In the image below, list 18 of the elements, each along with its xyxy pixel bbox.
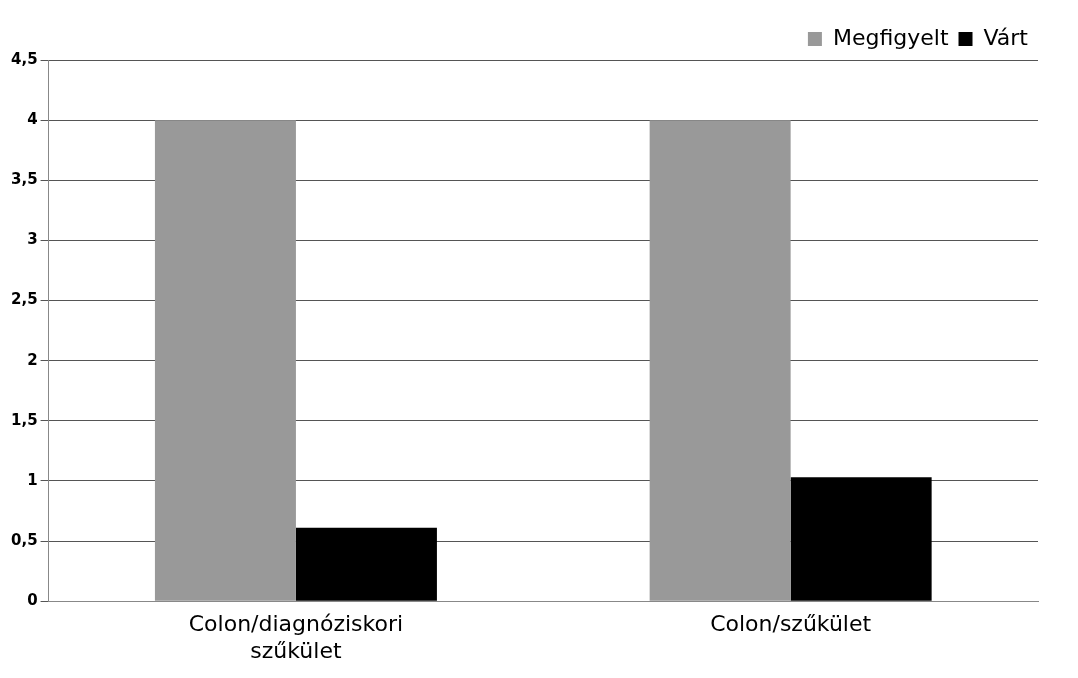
x-tick-label: Colon/szűkület (710, 611, 872, 637)
y-tick-label: 2,5 (10, 290, 38, 309)
bar (790, 477, 932, 601)
y-tick-label: 2 (27, 350, 38, 369)
legend-label: Megfigyelt (832, 24, 949, 50)
y-tick-label: 0,5 (10, 530, 38, 549)
y-tick-label: 3,5 (10, 170, 38, 189)
y-tick-label: 0 (27, 591, 38, 610)
y-tick-label: 1,5 (10, 410, 38, 429)
x-tick-label: Colon/diagnóziskori szűkület (188, 611, 404, 663)
bar (649, 120, 791, 601)
bar (154, 120, 296, 601)
y-tick-label: 3 (27, 230, 38, 249)
bar (295, 527, 437, 601)
y-tick-label: 4,5 (10, 49, 38, 68)
legend-label: Várt (983, 24, 1029, 50)
y-tick-label: 1 (27, 470, 38, 489)
y-tick-label: 4 (27, 110, 38, 129)
